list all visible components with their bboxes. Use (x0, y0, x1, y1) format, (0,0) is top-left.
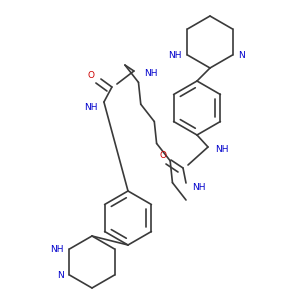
Text: N: N (238, 50, 245, 59)
Text: NH: NH (84, 103, 98, 112)
Text: NH: NH (215, 146, 229, 154)
Text: O: O (87, 70, 94, 80)
Text: NH: NH (144, 68, 158, 77)
Text: NH: NH (168, 50, 182, 59)
Text: N: N (57, 271, 64, 280)
Text: NH: NH (50, 244, 64, 253)
Text: NH: NH (192, 184, 206, 193)
Text: O: O (160, 152, 167, 160)
